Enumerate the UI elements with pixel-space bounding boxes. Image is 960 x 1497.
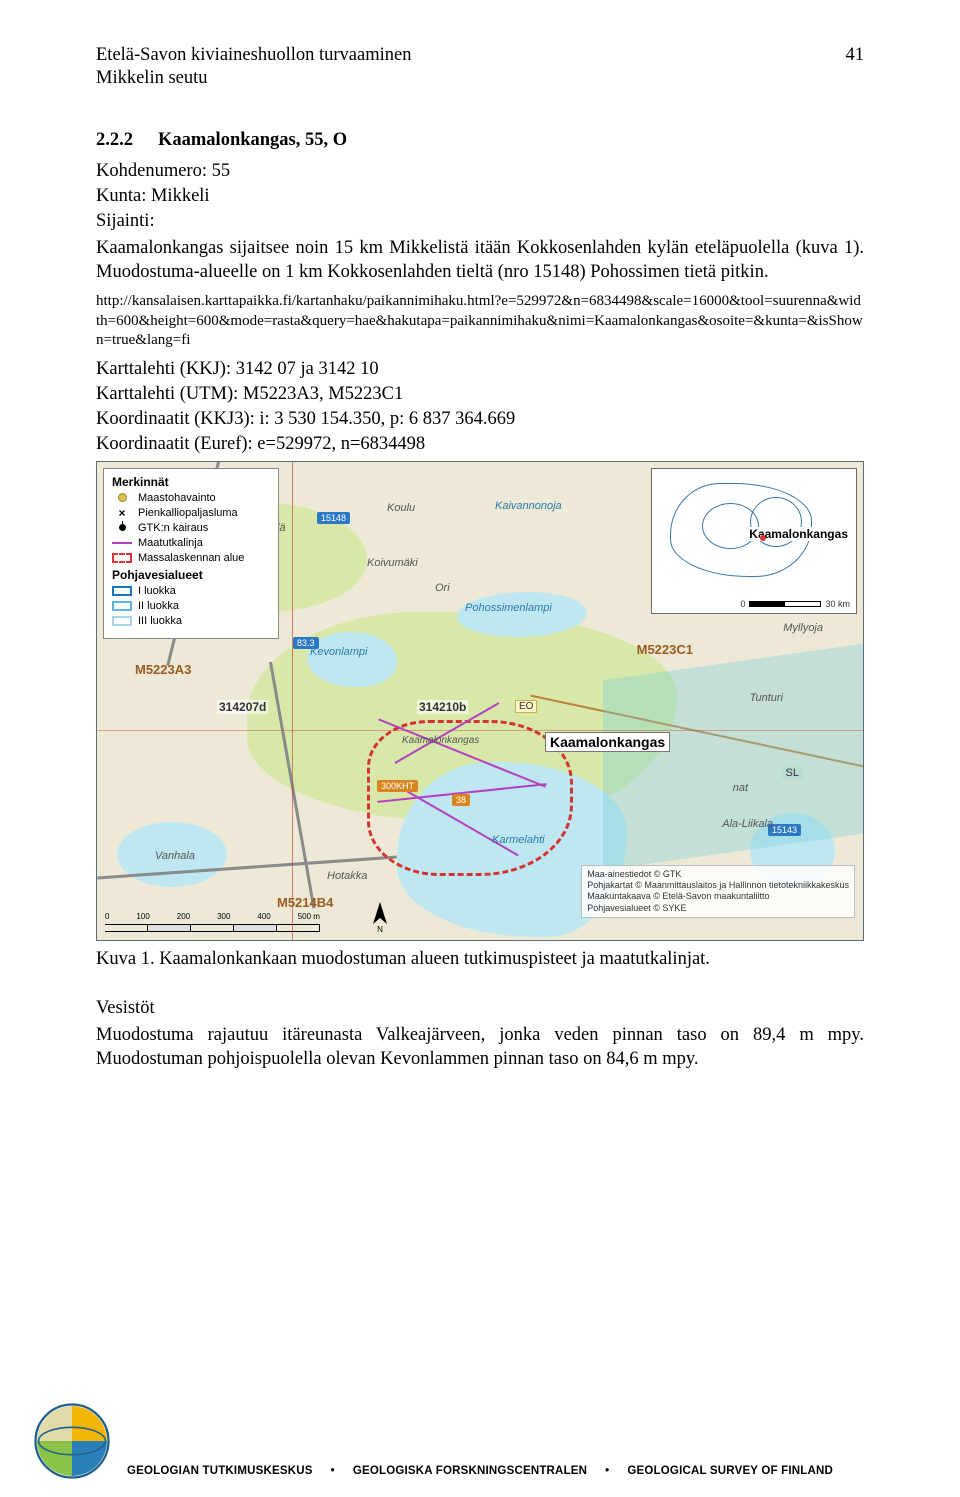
map-credits: Maa-ainestiedot © GTK Pohjakartat © Maan… [581,865,855,918]
pn-hotakka: Hotakka [327,870,367,882]
sl-label: SL [782,767,803,779]
legend-item-4: Massalaskennan alue [138,552,244,564]
pn-alaliikala: Ala-Liikala [722,818,773,830]
pn-myllyoja: Myllyoja [783,622,823,634]
figure-caption: Kuva 1. Kaamalonkankaan muodostuman alue… [96,949,864,970]
coords-kkj3: Koordinaatit (KKJ3): i: 3 530 154.350, p… [96,409,864,430]
header-left-2: Mikkelin seutu [96,67,864,90]
pn-karmelahti: Karmelahti [492,834,545,846]
coords-euref: Koordinaatit (Euref): e=529972, n=683449… [96,434,864,455]
sb-t1: 100 [136,912,149,921]
code-w: 314207d [217,700,268,714]
legend-item-1: Pienkalliopaljasluma [138,507,238,519]
water-kevonlampi [307,632,397,687]
placename-main: Kaamalonkangas [545,732,670,752]
sb-t4: 400 [257,912,270,921]
sb-t3: 300 [217,912,230,921]
credit-3: Pohjavesialueet © SYKE [587,903,849,914]
legend-item-0: Maastohavainto [138,492,216,504]
sheet-nw: M5223A3 [135,662,191,677]
groundwater-area [603,644,863,871]
svg-text:N: N [377,925,383,932]
pn-koulu: Koulu [387,502,415,514]
legend-pv-title: Pohjavesialueet [112,568,270,582]
pn-nat: nat [733,782,748,794]
pn-pohossimenlampi: Pohossimenlampi [465,602,552,614]
inset-tick-2: 30 km [825,599,850,609]
legend-title: Merkinnät [112,475,270,489]
eo-label: EO [515,700,537,713]
footer-sep-2: • [605,1465,609,1477]
kohdenumero: Kohdenumero: 55 [96,161,864,182]
legend-item-3: Maatutkalinja [138,537,203,549]
road-badge-15148a: 15148 [317,512,350,524]
road-badge-38: 38 [452,794,470,806]
inset-scalebar: 0 30 km [740,599,850,609]
kkj-sheets: Karttalehti (KKJ): 3142 07 ja 3142 10 [96,359,864,380]
pn-ori: Ori [435,582,450,594]
footer-en: GEOLOGICAL SURVEY OF FINLAND [627,1465,833,1477]
page-number: 41 [846,44,865,67]
grid-v [292,462,293,940]
pn-tunturi: Tunturi [750,692,783,704]
utm-sheets: Karttalehti (UTM): M5223A3, M5223C1 [96,384,864,405]
inset-tick-0: 0 [740,599,745,609]
header-left-1: Etelä-Savon kiviaineshuollon turvaaminen [96,44,411,67]
map-inset: Kaamalonkangas 0 30 km [651,468,857,614]
source-url: http://kansalaisen.karttapaikka.fi/karta… [96,292,864,351]
sb-t2: 200 [177,912,190,921]
legend-pv-0: I luokka [138,585,176,597]
section-number: 2.2.2 [96,130,158,151]
pn-kevonlampi: Kevonlampi [310,646,367,658]
code-c: 314210b [417,700,468,714]
page-footer: GEOLOGIAN TUTKIMUSKESKUS • GEOLOGISKA FO… [0,1465,960,1477]
legend-pv-1: II luokka [138,600,179,612]
credit-2: Maakuntakaava © Etelä-Savon maakuntaliit… [587,891,849,902]
pn-kaivannonoja: Kaivannonoja [495,500,562,512]
kunta: Kunta: Mikkeli [96,186,864,207]
sb-t5: 500 m [298,912,320,921]
road-badge-300kht: 300KHT [377,780,418,792]
sheet-ne: M5223C1 [637,642,693,657]
legend-pv-2: III luokka [138,615,182,627]
sb-t0: 0 [105,912,109,921]
sheet-sw: M5214B4 [277,895,333,910]
credit-1: Pohjakartat © Maanmittauslaitos ja Halli… [587,880,849,891]
sijainti-text: Kaamalonkangas sijaitsee noin 15 km Mikk… [96,236,864,284]
footer-sv: GEOLOGISKA FORSKNINGSCENTRALEN [353,1465,587,1477]
legend-item-2: GTK:n kairaus [138,522,208,534]
credit-0: Maa-ainestiedot © GTK [587,869,849,880]
map-legend: Merkinnät Maastohavainto ×Pienkalliopalj… [103,468,279,639]
sijainti-label: Sijainti: [96,211,864,232]
pn-vanhala: Vanhala [155,850,195,862]
section-title: Kaamalonkangas, 55, O [158,130,347,151]
vesistot-heading: Vesistöt [96,998,864,1019]
pn-kaamalon-small: Kaamalonkangas [402,735,479,746]
inset-marker [760,535,766,541]
vesistot-text: Muodostuma rajautuu itäreunasta Valkeajä… [96,1023,864,1071]
map-scalebar: 0 100 200 300 400 500 m [105,924,320,932]
footer-fi: GEOLOGIAN TUTKIMUSKESKUS [127,1465,313,1477]
pn-koivumaki: Koivumäki [367,557,418,569]
north-arrow-icon: N [369,902,391,932]
map-figure: 15148 15143 83.3 38 300KHT M5223A3 M5223… [96,461,864,941]
footer-sep-1: • [331,1465,335,1477]
